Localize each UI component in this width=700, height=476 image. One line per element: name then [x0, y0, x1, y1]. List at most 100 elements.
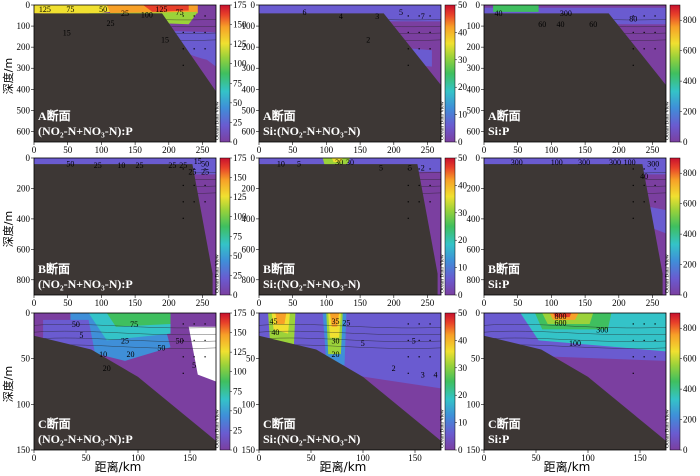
- plot-frame: [483, 157, 667, 296]
- station-dot: [418, 48, 420, 50]
- contour-label: 25: [121, 336, 129, 345]
- y-tick-label: 100: [467, 399, 481, 409]
- x-tick-label: 100: [320, 298, 334, 308]
- colorbar-tick-label: 20: [458, 235, 468, 245]
- y-tick-label: 0: [476, 308, 481, 318]
- station-dot: [193, 323, 195, 325]
- contour-label: 3: [421, 371, 425, 380]
- x-tick-label: 100: [320, 145, 334, 155]
- contour-label: 20: [126, 350, 134, 359]
- colorbar-tick-label: 0: [683, 290, 688, 300]
- station-dot: [182, 339, 184, 342]
- colorbar-tick-label: 40: [458, 335, 468, 345]
- contour-label: 125: [155, 5, 167, 14]
- panel-title-ratio: (NO₂-N+NO₃-N):P: [38, 432, 133, 446]
- contour-label: 15: [194, 157, 202, 166]
- y-tick-label: 800: [467, 275, 481, 285]
- station-dot: [182, 48, 184, 50]
- station-dot: [654, 184, 656, 187]
- contour-label: 20: [103, 364, 111, 373]
- x-tick-label: 250: [646, 145, 660, 155]
- contour-label: 20: [331, 350, 339, 359]
- field-fill-6: [553, 313, 572, 318]
- station-dot: [643, 323, 645, 325]
- contour-label: 60: [589, 20, 597, 29]
- colorbar-tick-label: 100: [233, 212, 247, 222]
- contour-label: 50: [157, 343, 165, 352]
- station-dot: [204, 15, 206, 17]
- contour-label: 300: [596, 325, 608, 334]
- contour-label: 30: [335, 158, 343, 167]
- colorbar-tick-label: 100: [233, 367, 247, 377]
- contour-label: 30: [346, 158, 354, 167]
- colorbar-tick-label: 400: [683, 229, 697, 239]
- station-dot: [204, 356, 206, 358]
- panel-title-ratio: (NO₂-N+NO₃-N):P: [38, 124, 133, 138]
- colorbar: [669, 157, 681, 296]
- contour-label: 30: [331, 336, 339, 345]
- x-tick-label: 50: [307, 453, 317, 463]
- colorbar-tick-label: 400: [683, 384, 697, 394]
- contour-label: 25: [121, 9, 129, 18]
- y-axis-label-row-b: 深度/m: [1, 211, 15, 247]
- x-tick-label: 50: [288, 145, 298, 155]
- station-dot: [418, 184, 420, 187]
- station-dot: [429, 48, 431, 50]
- colorbar-tick-label: 0: [458, 137, 463, 147]
- station-dot: [182, 15, 184, 17]
- contour-line-2: [484, 330, 666, 336]
- station-dot: [182, 168, 184, 170]
- y-tick-label: 150: [17, 445, 31, 455]
- plot-frame: [33, 157, 217, 296]
- contour-label: 25: [342, 319, 350, 328]
- x-tick-label: 0: [482, 145, 487, 155]
- x-tick-label: 0: [32, 298, 37, 308]
- station-dot: [407, 217, 409, 219]
- y-tick-label: 400: [17, 84, 31, 94]
- station-dot: [654, 31, 656, 34]
- panel-title-ratio: (NO₂-N+NO₃-N):P: [38, 277, 133, 291]
- contour-label: 7: [421, 12, 425, 21]
- ocean-data-view-label: Ocean Data View: [215, 101, 221, 140]
- colorbar-tick-label: 150: [233, 328, 247, 338]
- contour-label: 100: [624, 158, 636, 167]
- colorbar-tick-label: 200: [683, 107, 697, 117]
- station-dot: [632, 217, 634, 219]
- colorbar-tick-label: 800: [683, 323, 697, 333]
- colorbar-tick-label: 0: [458, 290, 463, 300]
- plot-area: 40 300 80 60 40 60: [484, 5, 666, 142]
- x-tick-label: 0: [482, 298, 487, 308]
- contour-label: 100: [141, 11, 153, 20]
- panel-title-ratio: Si:P: [488, 432, 509, 446]
- plot-frame: [33, 4, 217, 143]
- station-dot: [407, 64, 409, 66]
- station-dot: [418, 356, 420, 358]
- panel-title-section: C断面: [38, 416, 71, 431]
- contour-line-1: [484, 324, 666, 329]
- contour-label: 6: [303, 8, 307, 17]
- contour-label: 5: [361, 339, 365, 348]
- station-dot: [193, 201, 195, 203]
- y-tick-label: 200: [17, 183, 31, 193]
- field-fill-5: [188, 326, 216, 382]
- colorbar: [444, 4, 456, 143]
- contour-label: 25: [94, 161, 102, 170]
- station-dot: [643, 339, 645, 342]
- station-dot: [418, 201, 420, 203]
- y-tick-label: 400: [17, 214, 31, 224]
- y-tick-label: 500: [242, 105, 256, 115]
- plot-frame: [33, 312, 217, 451]
- x-tick-label: 100: [95, 298, 109, 308]
- station-dot: [654, 15, 656, 17]
- colorbar-tick-label: 150: [233, 20, 247, 30]
- panel-title-ratio: Si:P: [488, 277, 509, 291]
- plot-frame: [258, 4, 442, 143]
- bathymetry: [34, 335, 216, 450]
- colorbar-tick-label: 0: [458, 445, 463, 455]
- y-tick-label: 600: [17, 126, 31, 136]
